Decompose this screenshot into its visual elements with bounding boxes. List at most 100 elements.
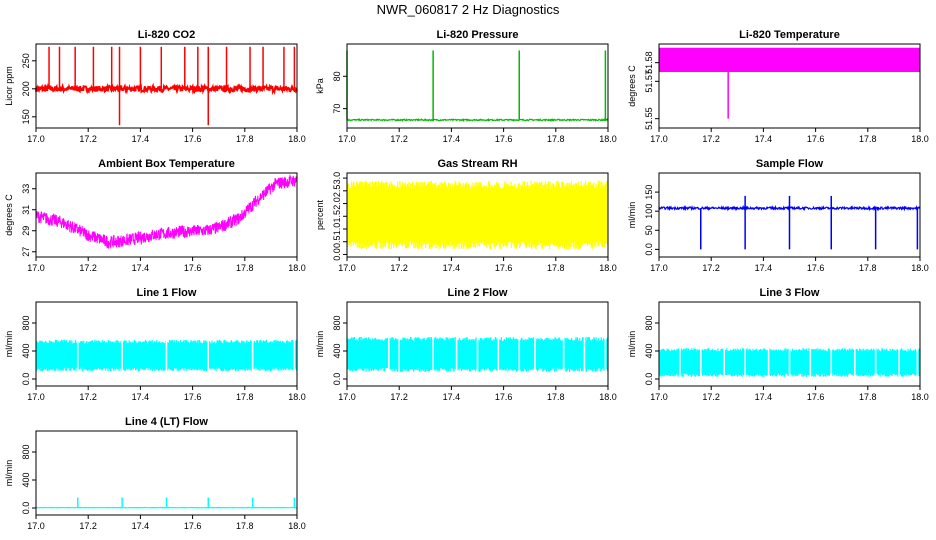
x-tick-label: 18.0: [288, 521, 306, 531]
series-line: [346, 117, 609, 123]
y-axis: 0.00.51.01.52.02.53.0: [332, 172, 347, 261]
x-tick-label: 17.2: [79, 521, 97, 531]
y-axis: 70 80: [332, 71, 347, 114]
y-axis: 0.0 400 800: [21, 444, 36, 514]
x-tick-label: 18.0: [288, 392, 306, 402]
x-tick-label: 17.4: [132, 263, 150, 273]
x-tick-label: 17.8: [859, 263, 877, 273]
panel-title: Ambient Box Temperature: [98, 158, 235, 170]
y-tick-label: 0.0: [644, 373, 654, 386]
x-tick-label: 17.0: [27, 134, 45, 144]
y-axis: 0.0 400 800: [21, 315, 36, 385]
x-tick-label: 17.2: [390, 134, 408, 144]
y-axis-label: ml/min: [4, 460, 14, 487]
x-axis: 17.0 17.2 17.4 17.6 17.8 18.0: [338, 257, 617, 273]
x-tick-label: 17.0: [650, 392, 668, 402]
y-tick-label: 100: [644, 204, 654, 219]
x-tick-label: 17.6: [184, 263, 202, 273]
x-tick-label: 18.0: [911, 263, 929, 273]
x-tick-label: 17.4: [755, 134, 773, 144]
x-tick-label: 17.8: [236, 521, 254, 531]
x-tick-label: 17.6: [807, 134, 825, 144]
plot-frame: [658, 301, 921, 387]
y-tick-label: 27: [21, 247, 31, 257]
x-axis: 17.0 17.2 17.4 17.6 17.8 18.0: [650, 257, 929, 273]
series-temp: [659, 47, 920, 119]
x-tick-label: 17.0: [650, 263, 668, 273]
x-tick-label: 18.0: [599, 134, 617, 144]
x-tick-label: 17.4: [132, 392, 150, 402]
x-tick-label: 17.8: [236, 134, 254, 144]
panel-title: Li-820 Temperature: [739, 29, 840, 41]
x-tick-label: 17.0: [338, 134, 356, 144]
x-tick-label: 17.2: [390, 392, 408, 402]
y-tick-label: 0.5: [332, 235, 342, 248]
x-tick-label: 17.2: [702, 263, 720, 273]
y-tick-label: 400: [644, 343, 654, 358]
plot-frame: [658, 43, 921, 129]
series-line: [35, 82, 298, 96]
y-tick-label: 150: [21, 109, 31, 124]
y-tick-label: 70: [332, 104, 342, 114]
y-axis-label: degrees C: [4, 194, 14, 236]
y-tick-label: 80: [332, 71, 342, 81]
x-tick-label: 17.4: [443, 263, 461, 273]
y-tick-label: 150: [644, 185, 654, 200]
x-tick-label: 17.0: [27, 263, 45, 273]
x-tick-label: 17.8: [236, 263, 254, 273]
plot-frame: [35, 301, 298, 387]
series-line1: [35, 337, 298, 374]
y-tick-label: 400: [21, 472, 31, 487]
x-tick-label: 17.6: [495, 263, 513, 273]
x-tick-label: 17.6: [184, 521, 202, 531]
y-axis: 150 200 250: [21, 53, 36, 124]
y-axis-label: ml/min: [627, 331, 637, 358]
x-tick-label: 17.6: [495, 392, 513, 402]
x-tick-label: 18.0: [288, 263, 306, 273]
x-tick-label: 17.4: [132, 521, 150, 531]
x-tick-label: 18.0: [288, 134, 306, 144]
x-axis: 17.0 17.2 17.4 17.6 17.8 18.0: [27, 257, 306, 273]
y-tick-label: 0.0: [644, 243, 654, 256]
panel-rh: Gas Stream RH 17.0 17.2 17.4 17.6 17.8 18.0 0.0…: [315, 158, 617, 273]
panel-title: Li-820 CO2: [138, 29, 195, 41]
x-tick-label: 17.2: [702, 392, 720, 402]
series-line2: [346, 335, 609, 374]
panel-title: Sample Flow: [756, 158, 824, 170]
panels: Li-820 CO2 17.0 17.2 17.4 17.6 17.8 18.0 150 200…: [4, 29, 929, 531]
series-line: [35, 173, 298, 249]
panel-title: Line 4 (LT) Flow: [125, 416, 208, 428]
y-tick-label: 1.5: [332, 210, 342, 223]
series-rh: [346, 180, 609, 250]
series-line3: [658, 346, 921, 379]
x-tick-label: 17.6: [184, 392, 202, 402]
x-tick-label: 17.0: [650, 134, 668, 144]
plot-frame: [658, 172, 921, 258]
y-tick-label: 51.57: [644, 70, 654, 93]
series-co2: [35, 46, 298, 126]
panel-sample: Sample Flow 17.0 17.2 17.4 17.6 17.8 18.0 0.0 50…: [627, 158, 929, 273]
y-tick-label: 50: [644, 225, 654, 235]
y-tick-label: 400: [332, 343, 342, 358]
x-tick-label: 18.0: [599, 263, 617, 273]
y-tick-label: 1.0: [332, 223, 342, 236]
x-axis: 17.0 17.2 17.4 17.6 17.8 18.0: [650, 386, 929, 402]
x-axis: 17.0 17.2 17.4 17.6 17.8 18.0: [27, 128, 306, 144]
series-pressure: [346, 50, 609, 123]
y-tick-label: 3.0: [332, 172, 342, 185]
plot-frame: [346, 301, 609, 387]
x-tick-label: 18.0: [599, 392, 617, 402]
panel-pressure: Li-820 Pressure 17.0 17.2 17.4 17.6 17.8 18.0 7…: [315, 29, 617, 144]
y-axis-label: ml/min: [315, 331, 325, 358]
figure-title: NWR_060817 2 Hz Diagnostics: [377, 2, 560, 17]
panel-line1: Line 1 Flow 17.0 17.2 17.4 17.6 17.8 18.0 0.0 40…: [4, 287, 306, 402]
y-tick-label: 200: [21, 81, 31, 96]
y-tick-label: 250: [21, 53, 31, 68]
y-tick-label: 31: [21, 205, 31, 215]
panel-line2: Line 2 Flow 17.0 17.2 17.4 17.6 17.8 18.0 0.0 40…: [315, 287, 617, 402]
x-tick-label: 17.2: [79, 263, 97, 273]
y-tick-label: 0.0: [332, 373, 342, 386]
y-tick-label: 800: [21, 444, 31, 459]
